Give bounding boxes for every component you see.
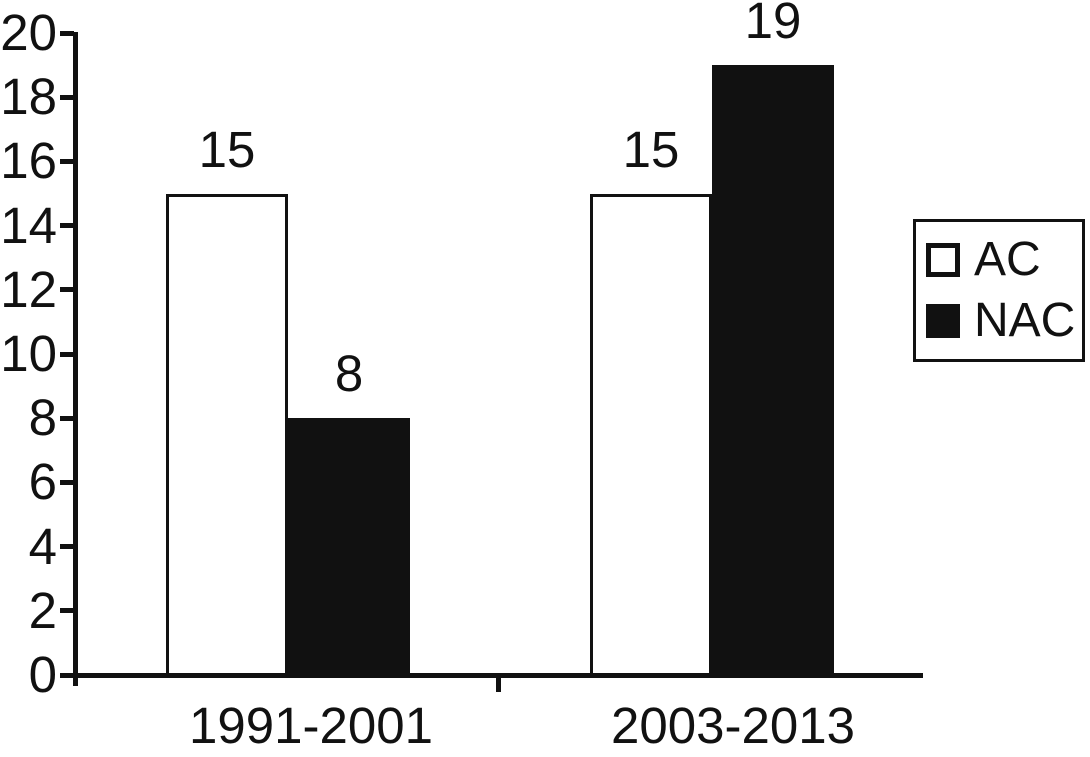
x-axis-line [73,673,923,678]
y-axis-tick-label: 4 [28,518,57,575]
legend-label-nac: NAC [974,294,1076,348]
y-axis-line [73,32,78,686]
y-axis-tick [60,159,74,164]
x-axis-category-label: 2003-2013 [611,697,855,754]
y-axis-tick-label: 0 [28,646,57,703]
y-axis-tick [60,416,74,421]
bar-value-label: 19 [744,0,802,50]
y-axis-tick-label: 18 [0,68,57,125]
y-axis-tick-label: 12 [0,261,57,318]
y-axis-tick [60,223,74,228]
bar-ac [166,193,288,677]
y-axis-tick [60,95,74,100]
y-axis-tick-label: 16 [0,132,57,189]
y-axis-tick [60,287,74,292]
y-axis-tick-label: 8 [28,389,57,446]
bar-value-label: 15 [198,120,256,178]
y-axis-tick [60,352,74,357]
x-axis-category-label: 1991-2001 [189,697,433,754]
bar-nac [712,65,834,677]
bar-nac [288,418,410,677]
legend-swatch-ac [926,242,960,277]
y-axis-tick [60,480,74,485]
legend-swatch-nac [926,304,960,339]
x-axis-tick [496,678,501,692]
y-axis-tick [60,544,74,549]
y-axis-tick [60,608,74,613]
y-axis-tick [60,673,74,678]
legend-label-ac: AC [974,232,1041,286]
y-axis-tick-label: 10 [0,325,57,382]
legend: AC NAC [913,219,1085,362]
y-axis-tick [60,31,74,36]
legend-item-ac: AC [926,232,1082,286]
y-axis-tick-label: 6 [28,453,57,510]
bar-ac [590,193,712,677]
y-axis-tick-label: 2 [28,582,57,639]
bar-value-label: 8 [334,345,364,403]
legend-item-nac: NAC [926,297,1082,345]
y-axis-tick-label: 14 [0,197,57,254]
bar-value-label: 15 [622,120,680,178]
y-axis-tick-label: 20 [0,4,57,61]
